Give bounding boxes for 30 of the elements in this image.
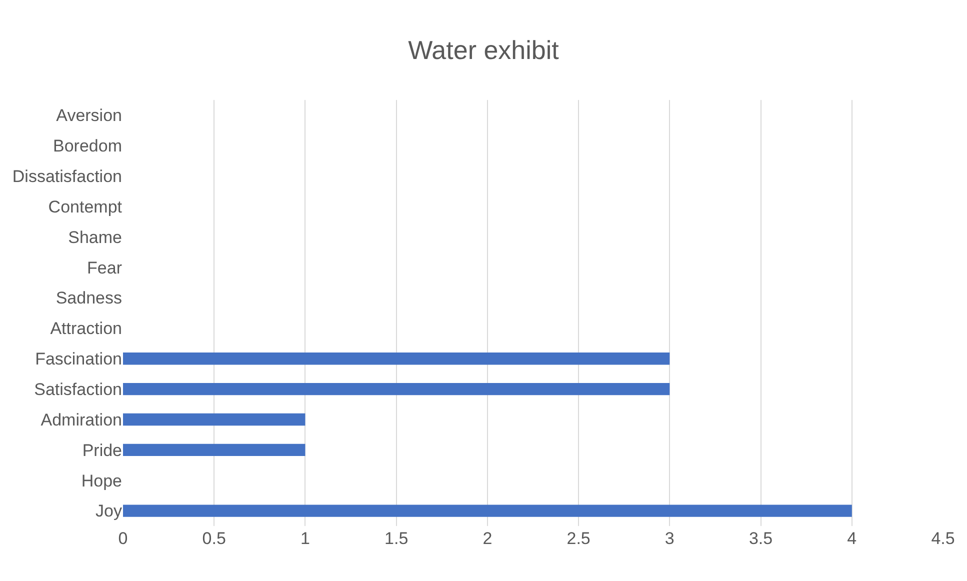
y-tick-label: Dissatisfaction	[12, 167, 122, 186]
y-tick-label: Attraction	[50, 319, 122, 338]
x-tick-label: 4.5	[931, 529, 955, 548]
y-tick-label: Satisfaction	[34, 380, 122, 400]
bar	[123, 382, 670, 396]
y-tick-label: Shame	[68, 228, 122, 247]
x-tick-label: 3	[664, 529, 674, 548]
x-tick-label: 1	[300, 529, 310, 548]
bar	[123, 504, 852, 517]
x-tick-label: 2	[482, 529, 492, 548]
bar	[123, 444, 306, 456]
x-tick-label: 1.5	[384, 529, 408, 548]
y-tick-label: Contempt	[48, 197, 122, 216]
x-tick-label: 3.5	[748, 529, 773, 548]
bar	[123, 352, 670, 365]
y-tick-label: Fascination	[35, 350, 122, 369]
y-tick-label: Hope	[81, 471, 122, 490]
x-tick-label: 2.5	[566, 529, 590, 548]
x-tick-label: 0.5	[202, 529, 226, 548]
y-tick-label: Aversion	[56, 106, 122, 126]
y-tick-label: Boredom	[53, 136, 122, 156]
x-tick-label: 0	[118, 529, 128, 548]
y-tick-label: Admiration	[40, 410, 122, 430]
y-tick-label: Pride	[82, 440, 122, 460]
y-tick-label: Fear	[87, 258, 122, 278]
x-tick-label: 4	[847, 529, 857, 548]
chart-title: Water exhibit	[408, 34, 560, 65]
y-tick-label: Sadness	[56, 288, 122, 308]
y-tick-label: Joy	[96, 502, 122, 521]
bar	[123, 413, 306, 426]
